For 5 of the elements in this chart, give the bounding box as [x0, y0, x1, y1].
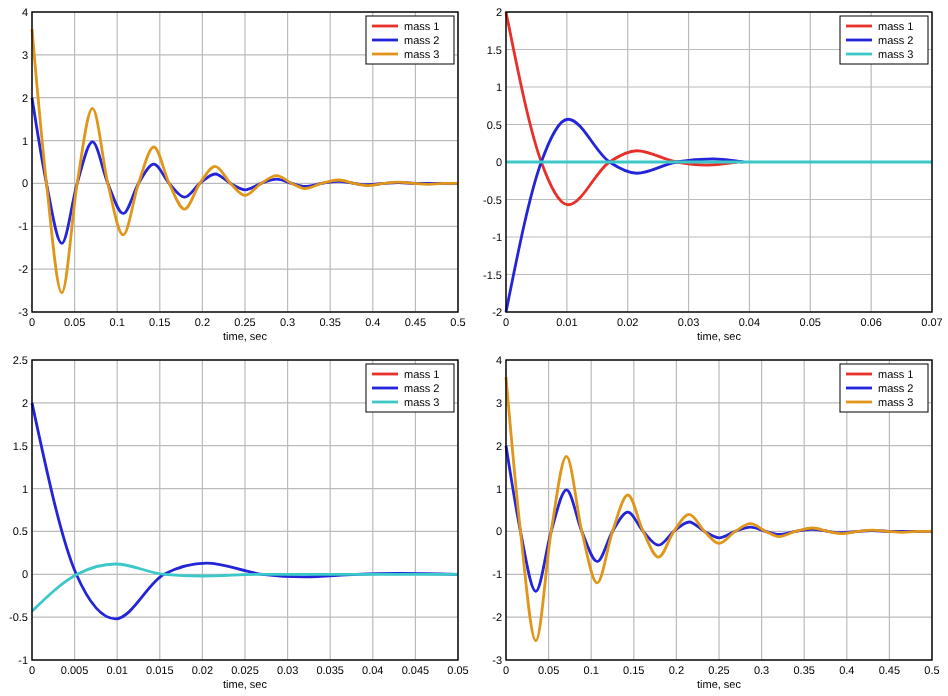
- line-series: [504, 117, 745, 314]
- line-series: [504, 10, 739, 207]
- line-series: [30, 562, 460, 613]
- line-series: [504, 375, 934, 643]
- line-series: [30, 27, 460, 295]
